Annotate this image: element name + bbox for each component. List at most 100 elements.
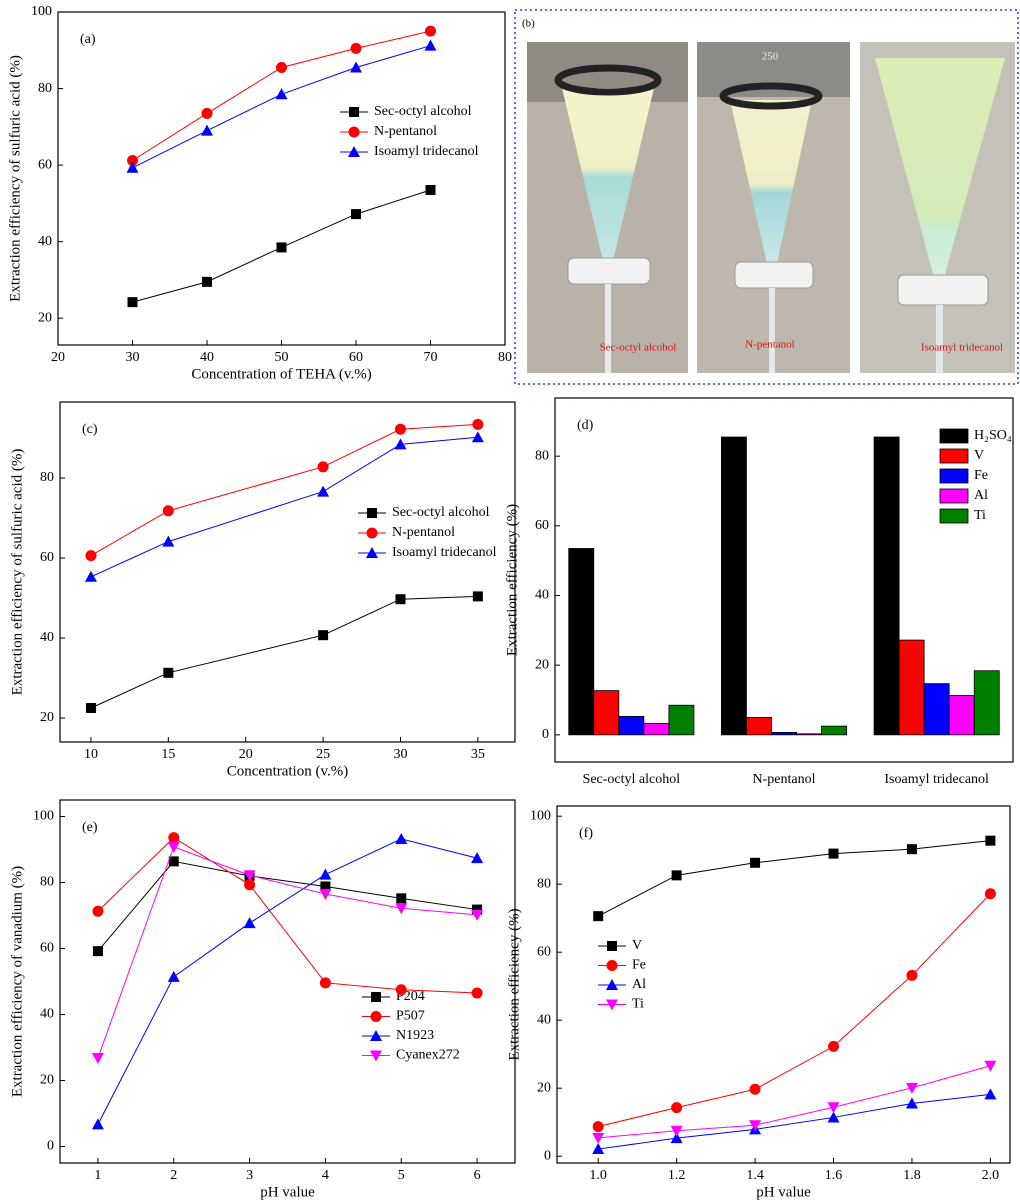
legend-label: Al	[632, 977, 646, 992]
marker	[394, 423, 406, 435]
panel-label: (b)	[522, 18, 535, 30]
series-line	[597, 840, 991, 917]
x-tick-label: Isoamyl tridecanol	[884, 772, 989, 787]
y-tick-label: 60	[40, 941, 54, 956]
panel-label: (c)	[82, 422, 98, 437]
marker	[351, 209, 361, 220]
y-axis-label: Extraction efficiency of vanadium (%)	[9, 866, 25, 1097]
photo: Isoamyl tridecanol	[860, 42, 1015, 373]
marker	[749, 1120, 762, 1132]
marker	[396, 893, 407, 904]
marker	[317, 461, 329, 473]
y-tick-label: 40	[40, 630, 54, 645]
marker	[244, 879, 256, 891]
bar	[923, 683, 950, 736]
bar	[721, 436, 747, 736]
photo: 250 N-pentanol	[697, 42, 850, 373]
marker	[318, 630, 329, 641]
plot-frame	[554, 397, 1014, 763]
y-tick-label: 40	[535, 588, 549, 603]
marker	[592, 1143, 605, 1155]
x-tick-label: 10	[84, 747, 98, 762]
marker	[750, 857, 761, 868]
y-tick-label: 80	[40, 470, 54, 485]
x-tick-label: 15	[161, 747, 175, 762]
bar	[593, 690, 620, 736]
marker	[828, 848, 839, 859]
marker	[670, 1132, 683, 1144]
marker	[84, 570, 97, 582]
photo-caption: Sec-octyl alcohol	[600, 342, 677, 354]
y-tick-label: 0	[47, 1139, 54, 1154]
x-axis-label: pH value	[756, 1184, 811, 1200]
y-tick-label: 60	[535, 518, 549, 533]
x-tick-label: N-pentanol	[753, 772, 816, 787]
x-tick-label: 25	[316, 747, 330, 762]
legend-label: N-pentanol	[374, 124, 437, 139]
marker	[163, 667, 174, 678]
legend-marker	[366, 547, 378, 558]
stem	[936, 305, 943, 373]
marker	[201, 107, 213, 119]
marker	[319, 868, 332, 880]
marker	[592, 1132, 605, 1144]
marker	[827, 1102, 840, 1114]
x-tick-label: 30	[126, 350, 140, 365]
marker	[395, 903, 408, 915]
y-tick-label: 60	[537, 944, 551, 959]
y-tick-label: 60	[40, 550, 54, 565]
marker	[276, 242, 287, 253]
y-tick-label: 40	[40, 1007, 54, 1022]
legend-label: Sec-octyl alcohol	[374, 104, 472, 119]
y-tick-label: 20	[38, 310, 52, 325]
y-axis-label: Extraction efficiency of sulfuric acid (…	[9, 449, 25, 696]
marker	[472, 591, 483, 602]
x-tick-label: 80	[498, 350, 512, 365]
legend-label: Fe	[974, 468, 988, 483]
legend-label: Fe	[632, 958, 646, 973]
marker	[472, 418, 484, 430]
x-tick-label: 20	[51, 350, 65, 365]
x-tick-label: 2.0	[982, 1168, 1000, 1183]
funnel	[562, 88, 654, 265]
marker	[425, 184, 436, 195]
bar	[898, 639, 925, 736]
bar	[746, 717, 772, 736]
bar	[643, 722, 670, 736]
legend-label: Ti	[974, 508, 986, 523]
y-tick-label: 20	[537, 1080, 551, 1095]
legend-label: V	[632, 938, 642, 953]
legend-label: Ti	[632, 997, 644, 1012]
marker	[425, 25, 436, 37]
legend-label: Cyanex272	[396, 1048, 460, 1063]
y-axis-label: Extraction efficiency (%)	[506, 908, 522, 1060]
y-tick-label: 20	[40, 710, 54, 725]
legend-label: Isoamyl tridecanol	[392, 545, 497, 560]
legend-marker	[367, 508, 377, 518]
x-tick-label: 1.6	[825, 1168, 843, 1183]
marker	[275, 88, 288, 100]
funnel	[875, 58, 1005, 285]
bar	[821, 725, 847, 736]
marker	[670, 1125, 683, 1137]
legend-marker	[606, 979, 618, 990]
legend-swatch	[939, 428, 969, 444]
legend-label: Sec-octyl alcohol	[392, 505, 490, 520]
y-tick-label: 100	[530, 808, 551, 823]
marker	[671, 870, 682, 881]
bar	[568, 548, 595, 736]
series-line	[97, 860, 478, 952]
marker	[984, 888, 996, 900]
y-axis-label: Extraction efficiency of sulfuric acid (…	[7, 55, 23, 302]
marker	[126, 161, 139, 173]
x-tick-label: 30	[393, 747, 407, 762]
legend-label: Isoamyl tridecanol	[374, 144, 479, 159]
x-tick-label: 50	[275, 350, 289, 365]
marker	[91, 1053, 104, 1065]
marker	[319, 977, 331, 989]
legend-marker	[371, 992, 381, 1002]
marker	[276, 62, 287, 73]
marker	[592, 1121, 604, 1133]
